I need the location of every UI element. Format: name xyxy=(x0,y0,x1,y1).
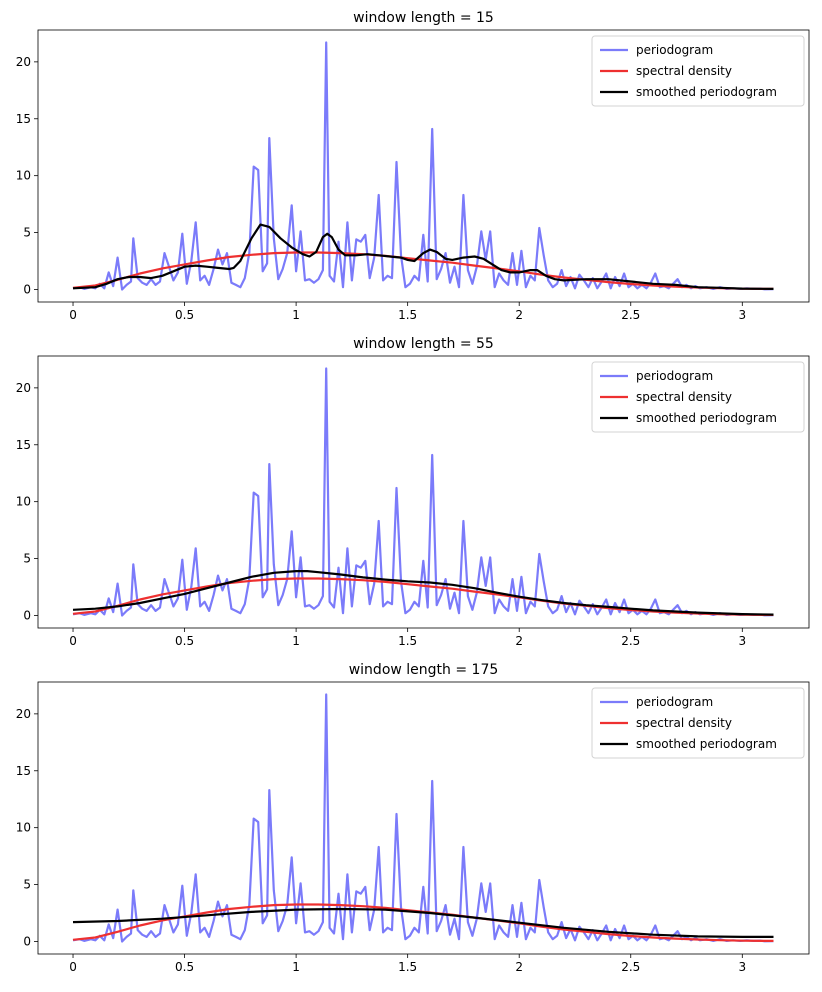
legend: periodogram spectral density smoothed peri… xyxy=(591,687,805,759)
y-tick-label: 15 xyxy=(16,764,31,778)
x-tick-label: 1 xyxy=(292,960,300,974)
legend-box xyxy=(591,35,805,107)
legend-smoothed-periodogram-label: smoothed periodogram xyxy=(636,411,777,425)
legend: periodogram spectral density smoothed peri… xyxy=(591,35,805,107)
x-tick-label: 3 xyxy=(738,634,746,648)
x-tick-label: 1.5 xyxy=(398,308,417,322)
legend-periodogram-label: periodogram xyxy=(636,695,713,709)
x-tick-label: 0 xyxy=(69,308,77,322)
legend: periodogram spectral density smoothed peri… xyxy=(591,361,805,433)
x-tick-label: 0 xyxy=(69,960,77,974)
x-tick-label: 2.5 xyxy=(621,634,640,648)
chart-title: window length = 175 xyxy=(349,662,499,678)
legend-spectral-density-label: spectral density xyxy=(636,716,732,730)
legend-smoothed-periodogram-label: smoothed periodogram xyxy=(636,737,777,751)
x-tick-label: 1.5 xyxy=(398,960,417,974)
x-tick-label: 0.5 xyxy=(175,634,194,648)
y-tick-label: 20 xyxy=(16,55,31,69)
x-tick-label: 1 xyxy=(292,308,300,322)
subplot-2: window length = 55 0 0.5 1 1.5 2 2.5 3 0 5 10 15 20 p… xyxy=(16,336,810,648)
axes-frame xyxy=(37,681,810,955)
legend-periodogram-label: periodogram xyxy=(636,369,713,383)
y-tick-label: 5 xyxy=(23,226,31,240)
chart-title: window length = 15 xyxy=(353,10,494,26)
periodogram-line xyxy=(72,367,774,617)
subplot-3: window length = 175 0 0.5 1 1.5 2 2.5 3 0 5 10 15 20… xyxy=(16,662,810,974)
y-tick-label: 5 xyxy=(23,878,31,892)
y-tick-label: 20 xyxy=(16,381,31,395)
x-tick-label: 2 xyxy=(515,634,523,648)
y-tick-label: 5 xyxy=(23,552,31,566)
periodogram-line xyxy=(72,693,774,943)
x-tick-label: 2 xyxy=(515,960,523,974)
y-tick-label: 0 xyxy=(23,282,31,296)
x-tick-label: 0.5 xyxy=(175,308,194,322)
x-tick-label: 1.5 xyxy=(398,634,417,648)
axes-frame xyxy=(37,29,810,303)
legend-box xyxy=(591,687,805,759)
legend-box xyxy=(591,361,805,433)
y-tick-label: 20 xyxy=(16,707,31,721)
chart-title: window length = 55 xyxy=(353,336,494,352)
subplot-1: window length = 15 0 0.5 1 1.5 2 2.5 3 0 5 10 15 20 p… xyxy=(16,10,810,322)
smoothed-periodogram-line xyxy=(72,223,774,290)
y-tick-label: 15 xyxy=(16,438,31,452)
y-tick-label: 10 xyxy=(16,495,31,509)
x-tick-label: 0 xyxy=(69,634,77,648)
y-tick-label: 10 xyxy=(16,169,31,183)
x-tick-label: 2 xyxy=(515,308,523,322)
y-tick-label: 10 xyxy=(16,821,31,835)
smoothed-periodogram-line xyxy=(72,569,774,616)
axes-frame xyxy=(37,355,810,629)
smoothed-periodogram-line xyxy=(72,907,774,939)
x-tick-label: 0.5 xyxy=(175,960,194,974)
legend-spectral-density-label: spectral density xyxy=(636,64,732,78)
periodogram-line xyxy=(72,41,774,291)
legend-spectral-density-label: spectral density xyxy=(636,390,732,404)
x-tick-label: 2.5 xyxy=(621,308,640,322)
legend-periodogram-label: periodogram xyxy=(636,43,713,57)
x-tick-label: 2.5 xyxy=(621,960,640,974)
x-tick-label: 1 xyxy=(292,634,300,648)
y-tick-label: 0 xyxy=(23,608,31,622)
x-tick-label: 3 xyxy=(738,308,746,322)
legend-smoothed-periodogram-label: smoothed periodogram xyxy=(636,85,777,99)
x-tick-label: 3 xyxy=(738,960,746,974)
spectral-density-line xyxy=(72,251,774,290)
y-tick-label: 15 xyxy=(16,112,31,126)
y-tick-label: 0 xyxy=(23,934,31,948)
